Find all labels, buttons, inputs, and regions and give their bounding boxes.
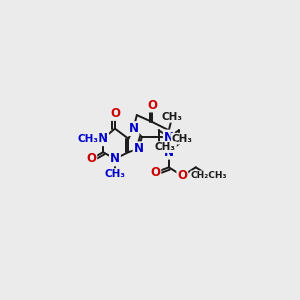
Text: N: N — [164, 130, 174, 143]
Text: CH₃: CH₃ — [104, 169, 125, 179]
Text: CH₂CH₃: CH₂CH₃ — [191, 171, 227, 180]
Text: O: O — [86, 152, 96, 165]
Text: O: O — [177, 169, 187, 182]
Text: N: N — [164, 146, 174, 159]
Text: N: N — [98, 132, 108, 145]
Text: N: N — [110, 152, 120, 165]
Text: CH₃: CH₃ — [172, 134, 193, 144]
Text: CH₃: CH₃ — [162, 112, 183, 122]
Text: O: O — [150, 166, 160, 179]
Text: N: N — [134, 142, 143, 155]
Text: O: O — [147, 98, 157, 112]
Text: N: N — [128, 122, 139, 135]
Text: CH₃: CH₃ — [77, 134, 98, 144]
Text: O: O — [110, 107, 120, 120]
Text: CH₃: CH₃ — [155, 142, 176, 152]
